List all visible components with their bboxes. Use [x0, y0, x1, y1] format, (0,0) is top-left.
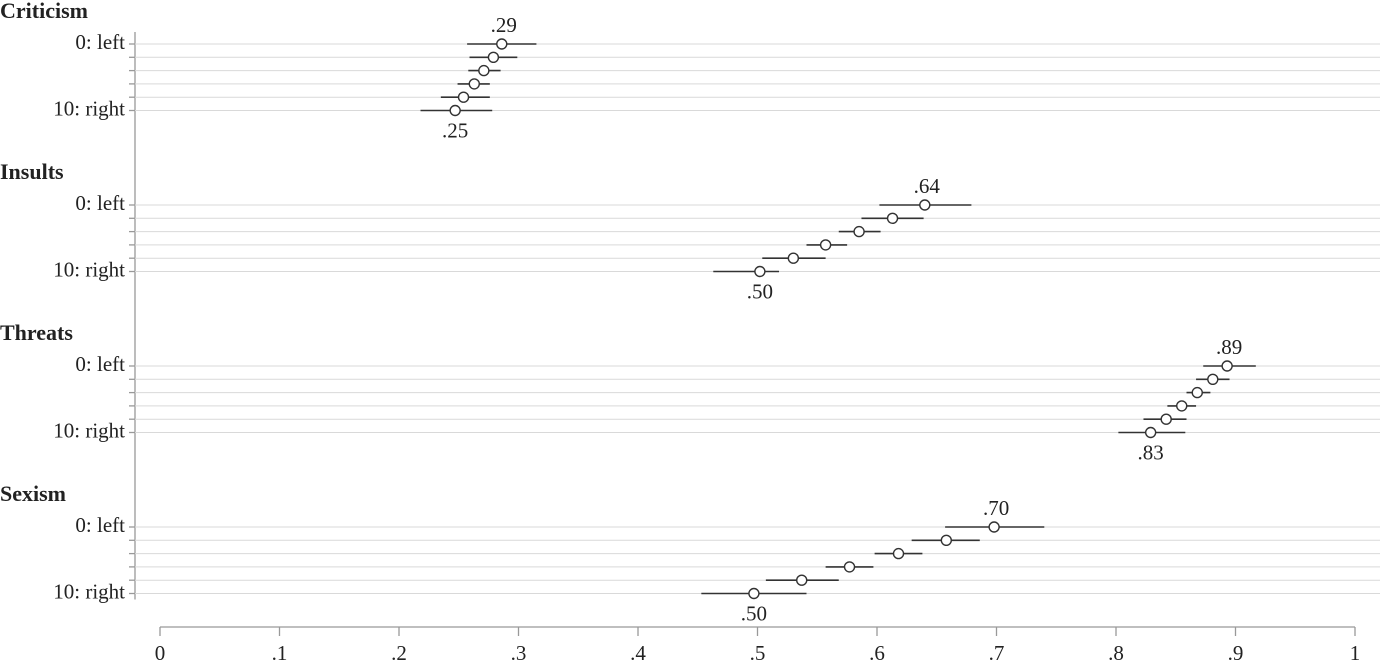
point	[819, 239, 832, 251]
point	[853, 225, 865, 238]
group-title: Sexism	[0, 481, 66, 506]
point	[487, 51, 500, 63]
point	[843, 561, 856, 573]
x-tick-label: .8	[1108, 641, 1124, 665]
point	[449, 104, 461, 117]
y-tick-label: 0: left	[75, 513, 125, 537]
x-tick-label: .4	[630, 641, 646, 665]
value-label: .70	[983, 496, 1009, 520]
point	[1191, 386, 1203, 399]
point	[468, 78, 480, 90]
point	[787, 252, 800, 264]
value-label: .50	[747, 279, 773, 303]
value-label: .64	[914, 174, 941, 198]
x-tick-label: 1	[1350, 641, 1361, 665]
group-title: Criticism	[0, 0, 88, 23]
group-title: Threats	[0, 320, 73, 345]
y-tick-label: 0: left	[75, 352, 125, 376]
point	[988, 521, 1000, 533]
point	[940, 534, 953, 546]
value-label: .50	[741, 601, 767, 625]
point	[748, 587, 760, 600]
point	[1160, 413, 1172, 425]
x-tick-label: .1	[272, 641, 288, 665]
value-label: .25	[442, 118, 468, 142]
y-tick-label: 10: right	[53, 579, 125, 603]
point	[1176, 400, 1188, 412]
point	[919, 199, 931, 211]
y-tick-label: 10: right	[53, 418, 125, 442]
point	[478, 64, 490, 77]
x-tick-label: .2	[391, 641, 407, 665]
y-tick-label: 0: left	[75, 191, 125, 215]
y-tick-label: 0: left	[75, 30, 125, 54]
x-tick-label: .5	[750, 641, 766, 665]
x-tick-label: .3	[511, 641, 527, 665]
point	[1221, 360, 1233, 372]
point	[892, 547, 905, 560]
x-tick-label: .6	[869, 641, 885, 665]
group-title: Insults	[0, 159, 64, 184]
y-tick-label: 10: right	[53, 257, 125, 281]
x-tick-label: .7	[989, 641, 1005, 665]
value-label: .83	[1138, 440, 1164, 464]
point	[754, 265, 766, 278]
point	[1144, 426, 1157, 439]
value-label: .29	[491, 13, 517, 37]
x-tick-label: .9	[1228, 641, 1244, 665]
value-label: .89	[1216, 335, 1242, 359]
point	[1207, 373, 1219, 385]
point	[457, 91, 470, 103]
point	[496, 38, 508, 50]
point	[796, 574, 808, 586]
x-tick-label: 0	[155, 641, 166, 665]
point	[886, 212, 899, 225]
y-tick-label: 10: right	[53, 96, 125, 120]
